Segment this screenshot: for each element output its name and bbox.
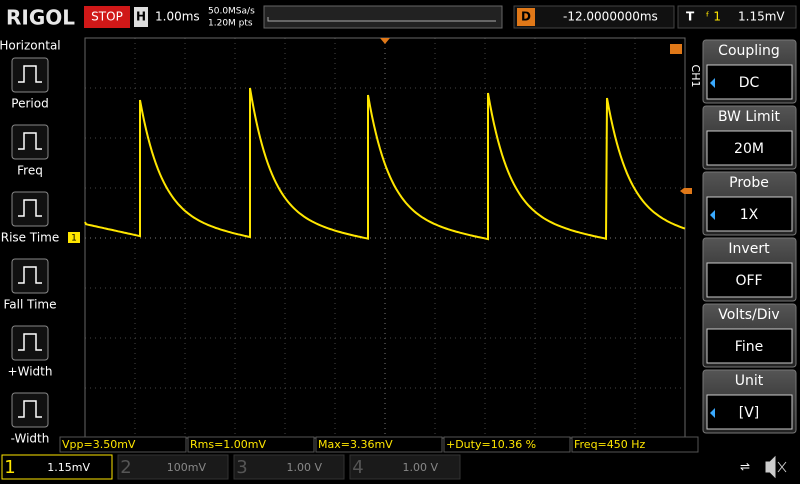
memory-bar <box>263 5 503 29</box>
menu-item[interactable]: Period <box>11 97 48 111</box>
menu-item[interactable]: Fall Time <box>3 298 56 312</box>
measurement: Vpp=3.50mV <box>62 438 136 451</box>
usb-icon: ⇌ <box>740 460 750 474</box>
softkey-value-box <box>706 262 793 298</box>
menu-icon-box[interactable] <box>11 124 49 160</box>
measurement-cell <box>315 436 443 453</box>
softkey-value-box <box>706 64 793 100</box>
measurement-cell <box>443 436 571 453</box>
delay-badge <box>517 8 535 26</box>
delay-box <box>513 5 675 29</box>
trigger-edge: ᶠ 1 <box>706 10 721 24</box>
menu-title: Horizontal <box>0 39 61 53</box>
trigger-level-marker <box>680 188 692 194</box>
channel-label: CH1 <box>689 65 702 88</box>
measurement: Freq=450 Hz <box>574 438 646 451</box>
softkey-label: Volts/Div <box>718 307 779 323</box>
trigger-level[interactable]: 1.15mV <box>738 10 785 24</box>
channel-scale: 100mV <box>167 461 207 474</box>
softkey-value-box <box>706 328 793 364</box>
measurement: Max=3.36mV <box>318 438 393 451</box>
ch1-marker <box>68 232 80 243</box>
channel-number: 4 <box>352 457 363 478</box>
softkey-label: Coupling <box>718 43 780 59</box>
selector-arrow <box>710 78 715 88</box>
channel-tab[interactable] <box>1 454 113 480</box>
softkey-value: [V] <box>739 405 760 421</box>
trigger-label: T <box>686 10 695 24</box>
delay-label: D <box>521 10 531 24</box>
channel-tab[interactable] <box>117 454 229 480</box>
channel-number: 3 <box>236 457 247 478</box>
menu-icon <box>18 199 42 217</box>
softkey-value: DC <box>739 75 760 91</box>
memory-depth: 1.20M pts <box>208 19 253 29</box>
status-badge[interactable] <box>84 6 130 28</box>
channel-tab[interactable] <box>349 454 461 480</box>
run-status[interactable]: STOP <box>91 10 123 24</box>
channel-scale: 1.00 V <box>286 461 322 474</box>
measurement-cell <box>571 436 699 453</box>
delay[interactable]: -12.0000000ms <box>563 10 658 24</box>
timebase[interactable]: 1.00ms <box>155 10 200 24</box>
measurement-cell <box>187 436 315 453</box>
softkey-value-box <box>706 196 793 232</box>
channel-bar: 1 1.15mV 2 100mV 3 1.00 V 4 1.00 V <box>1 454 461 480</box>
measurement-cell <box>59 436 187 453</box>
softkey-label: Unit <box>735 373 764 389</box>
menu-icon <box>18 333 42 351</box>
sound-icon[interactable] <box>765 455 787 479</box>
menu-icon <box>18 132 42 150</box>
menu-item[interactable]: -Width <box>11 432 50 446</box>
left-menu: Horizontal Period Freq Rise Time Fall Time +… <box>0 39 61 446</box>
ch1-marker-label: 1 <box>71 234 77 244</box>
menu-icon <box>18 266 42 284</box>
channel-scale: 1.00 V <box>402 461 438 474</box>
menu-icon-box[interactable] <box>11 191 49 227</box>
brand: RIGOL <box>6 6 75 30</box>
trigger-box <box>677 5 797 29</box>
measurement-bar: Vpp=3.50mV Rms=1.00mV Max=3.36mV +Duty=10.3… <box>59 436 699 453</box>
selector-arrow <box>710 210 715 220</box>
channel-tab[interactable] <box>233 454 345 480</box>
measurement: +Duty=10.36 % <box>446 438 536 451</box>
softkey-label: Invert <box>728 241 770 257</box>
softkey-value: 1X <box>740 207 759 223</box>
memory-wave <box>267 17 496 22</box>
right-menu: CH1 Coupling DC BW Limit 20M Probe 1X Invert OF… <box>689 39 797 434</box>
softkey-label: BW Limit <box>718 109 781 125</box>
selector-arrow <box>710 408 715 418</box>
menu-item[interactable]: Freq <box>17 164 43 178</box>
sample-rate: 50.0MSa/s <box>208 7 255 17</box>
menu-icon <box>18 400 42 418</box>
menu-item[interactable]: Rise Time <box>1 231 60 245</box>
menu-icon-box[interactable] <box>11 325 49 361</box>
softkey-value: OFF <box>735 273 762 289</box>
channel-number: 1 <box>4 457 15 478</box>
menu-icon-box[interactable] <box>11 258 49 294</box>
menu-icon-box[interactable] <box>11 57 49 93</box>
timebase-label: H <box>136 10 146 24</box>
menu-icon-box[interactable] <box>11 392 49 428</box>
softkey-value-box <box>706 130 793 166</box>
menu-item[interactable]: +Width <box>8 365 53 379</box>
softkey-label: Probe <box>729 175 769 191</box>
trigger-position-marker <box>380 38 390 44</box>
channel-scale: 1.15mV <box>47 461 90 474</box>
timebase-badge <box>134 7 148 27</box>
channel-number: 2 <box>120 457 131 478</box>
measurement: Rms=1.00mV <box>190 438 267 451</box>
softkey-value: Fine <box>735 339 763 355</box>
t-marker <box>670 44 682 54</box>
softkey-value: 20M <box>734 141 764 157</box>
menu-icon <box>18 65 42 83</box>
softkey-value-box <box>706 394 793 430</box>
waveform <box>84 87 686 241</box>
